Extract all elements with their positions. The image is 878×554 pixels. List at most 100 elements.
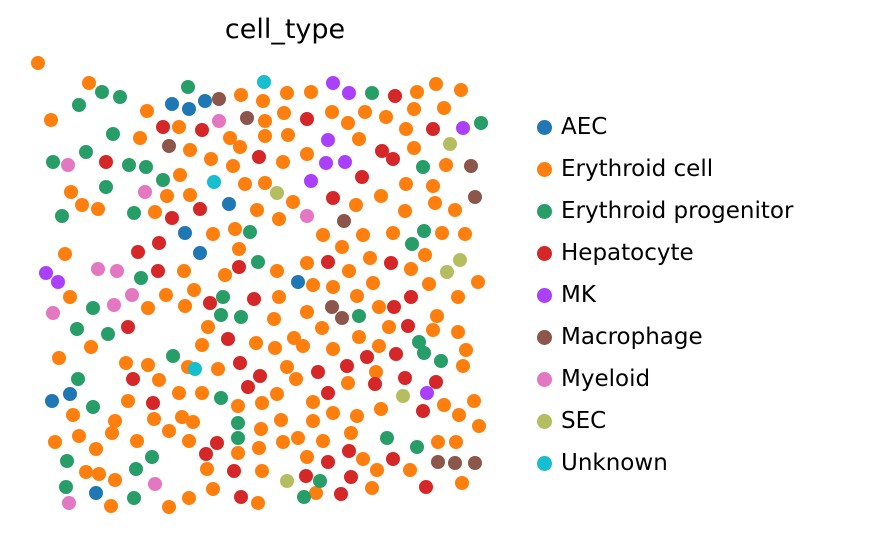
scatter-dot [254,422,268,436]
scatter-dot [101,327,115,341]
scatter-dot [430,309,444,323]
scatter-dot [410,85,424,99]
legend-label: Unknown [561,450,668,476]
scatter-dot [304,85,318,99]
legend-label: Macrophage [561,324,703,350]
scatter-dot [79,145,93,159]
scatter-dot [63,290,77,304]
scatter-dot [91,262,105,276]
scatter-dot [405,237,419,251]
scatter-dot [99,180,113,194]
scatter-dot [437,101,451,115]
scatter-dot [110,264,124,278]
scatter-dot [334,487,348,501]
scatter-dot [172,120,186,134]
scatter-dot [276,155,290,169]
scatter-dot [231,399,245,413]
scatter-dot [454,83,468,97]
legend: AEC Erythroid cell Erythroid progenitor Hep… [537,106,793,484]
scatter-dot [453,253,467,267]
scatter-dot [134,271,148,285]
scatter-dot [306,414,320,428]
scatter-dot [252,150,266,164]
scatter-dot [86,400,100,414]
scatter-dot [251,496,265,510]
scatter-dot [162,139,176,153]
scatter-dot [403,463,417,477]
scatter-dot [326,76,340,90]
scatter-dot [187,283,201,297]
scatter-dot [82,76,96,90]
scatter-dot [152,373,166,387]
scatter-dot [178,226,192,240]
scatter-dot [428,196,442,210]
scatter-dot [146,396,160,410]
scatter-dot [386,452,400,466]
scatter-dot [468,190,482,204]
scatter-dot [360,350,374,364]
scatter-dot [467,394,481,408]
scatter-dot [234,88,248,102]
scatter-dot [286,195,300,209]
scatter-dot [198,94,212,108]
scatter-dot [325,300,339,314]
scatter-dot [365,481,379,495]
legend-marker-icon [537,203,552,219]
scatter-dot [55,209,69,223]
scatter-dot [382,320,396,334]
legend-marker-icon [537,371,552,387]
scatter-dot [226,159,240,173]
scatter-dot [152,236,166,250]
scatter-dot [426,179,440,193]
legend-marker-icon [537,161,552,177]
legend-item-erythroid-progenitor: Erythroid progenitor [537,190,793,232]
scatter-dot [344,426,358,440]
scatter-dot [125,288,139,302]
scatter-dot [193,246,207,260]
legend-label: SEC [561,408,607,434]
scatter-dot [396,389,410,403]
scatter-dot [455,476,469,490]
scatter-dot [418,248,432,262]
scatter-dot [315,321,329,335]
scatter-dot [104,499,118,513]
scatter-dot [325,105,339,119]
scatter-dot [108,414,122,428]
scatter-dot [468,456,482,470]
scatter-dot [138,185,152,199]
scatter-dot [234,310,248,324]
legend-item-aec: AEC [537,106,793,148]
scatter-dot [439,158,453,172]
scatter-dot [306,278,320,292]
scatter-dot [407,141,421,155]
scatter-dot [326,191,340,205]
scatter-dot [368,377,382,391]
scatter-dot [399,177,413,191]
scatter-dot [374,189,388,203]
scatter-dot [72,98,86,112]
legend-item-sec: SEC [537,400,793,442]
scatter-dot [162,500,176,514]
scatter-dot [304,174,318,188]
scatter-dot [173,168,187,182]
scatter-dot [48,435,62,449]
legend-label: Hepatocyte [561,240,694,266]
scatter-dot [256,94,270,108]
scatter-dot [141,301,155,315]
scatter-dot [274,413,288,427]
scatter-dot [464,159,478,173]
legend-item-unknown: Unknown [537,442,793,484]
scatter-dot [243,225,257,239]
scatter-dot [289,372,303,386]
scatter-dot [434,354,448,368]
scatter-dot [210,436,224,450]
scatter-dot [227,464,241,478]
scatter-dot [309,486,323,500]
scatter-dot [107,298,121,312]
scatter-dot [326,406,340,420]
scatter-dot [280,86,294,100]
scatter-dot [448,203,462,217]
scatter-dot [166,349,180,363]
scatter-dot [181,80,195,94]
scatter-dot [212,114,226,128]
